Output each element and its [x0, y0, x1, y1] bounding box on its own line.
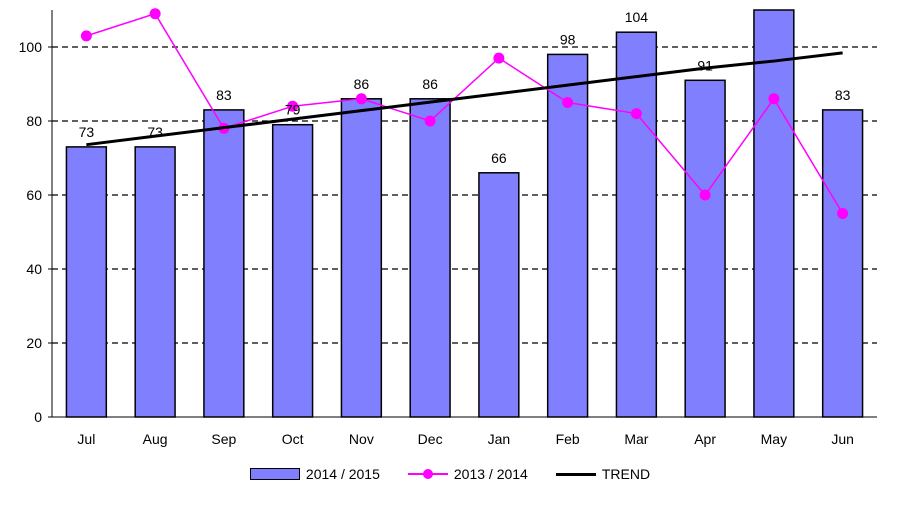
- line-point: [699, 189, 711, 201]
- legend-item-trend: TREND: [555, 466, 651, 482]
- line-series-2013-2014: [86, 12, 844, 214]
- bar: [134, 146, 176, 418]
- legend-item-bar: 2014 / 2015: [249, 466, 380, 482]
- legend-swatch-line: [407, 468, 448, 480]
- legend-label-line: 2013 / 2014: [453, 466, 528, 482]
- x-tick-label: Nov: [349, 431, 374, 447]
- bar-data-label: 86: [354, 76, 370, 92]
- x-tick-label: Jan: [488, 431, 511, 447]
- x-tick-label: Mar: [624, 431, 648, 447]
- bar-data-label: 104: [625, 9, 649, 25]
- bar-data-label: 66: [491, 150, 507, 166]
- y-tick-label: 80: [26, 113, 42, 129]
- y-tick-label: 40: [26, 261, 42, 277]
- bar: [821, 109, 864, 418]
- x-tick-label: Jul: [77, 431, 95, 447]
- bar-data-label: 110: [763, 0, 786, 3]
- bar-data-label: 83: [835, 87, 851, 103]
- bar: [753, 9, 795, 418]
- legend: 2014 / 2015 2013 / 2014 TREND: [0, 466, 900, 482]
- legend-label-trend: TREND: [601, 466, 651, 482]
- y-tick-label: 20: [26, 335, 42, 351]
- line-point: [562, 97, 574, 108]
- x-tick-label: Oct: [282, 431, 304, 447]
- x-tick-label: Apr: [694, 431, 716, 447]
- x-tick-label: Aug: [143, 431, 168, 447]
- bar-data-label: 98: [560, 31, 576, 47]
- bar-data-label: 83: [216, 87, 232, 103]
- line-point: [768, 93, 780, 105]
- bar: [409, 98, 451, 418]
- bar: [478, 172, 520, 418]
- y-tick-label: 60: [26, 187, 42, 203]
- x-tick-label: Sep: [211, 431, 236, 447]
- bar: [684, 79, 726, 418]
- bar: [615, 31, 658, 418]
- bar: [203, 109, 245, 418]
- x-tick-label: Jun: [831, 431, 854, 447]
- legend-swatch-trend: [555, 472, 596, 476]
- legend-swatch-bar: [249, 468, 300, 480]
- bar-data-label: 73: [147, 124, 163, 140]
- line-point: [630, 108, 642, 120]
- legend-label-bar: 2014 / 2015: [305, 466, 380, 482]
- x-tick-label: May: [761, 431, 787, 447]
- line-point: [149, 8, 161, 20]
- line-point: [80, 30, 92, 42]
- trend-line: [86, 51, 843, 147]
- bar: [340, 98, 383, 418]
- line-point: [424, 115, 436, 127]
- line-point: [355, 93, 367, 105]
- line-point: [287, 100, 299, 112]
- bar: [546, 53, 589, 418]
- legend-item-line: 2013 / 2014: [407, 466, 528, 482]
- bar: [65, 146, 108, 418]
- chart-svg: 0 20 40 60 80 100 Jul Aug Sep Oct Nov Dec Jan Feb Mar A…: [19, 0, 877, 447]
- line-point: [493, 52, 505, 64]
- bar-data-label: 91: [697, 57, 713, 73]
- y-tick-label: 0: [34, 409, 42, 425]
- bar-data-label: 73: [79, 124, 95, 140]
- bar-data-label: 86: [422, 76, 438, 92]
- x-tick-label: Feb: [556, 431, 580, 447]
- bar: [271, 123, 314, 418]
- y-tick-label: 100: [19, 39, 43, 55]
- x-tick-label: Dec: [418, 431, 443, 447]
- bar-data-label: 79: [285, 102, 301, 118]
- line-point: [837, 208, 849, 219]
